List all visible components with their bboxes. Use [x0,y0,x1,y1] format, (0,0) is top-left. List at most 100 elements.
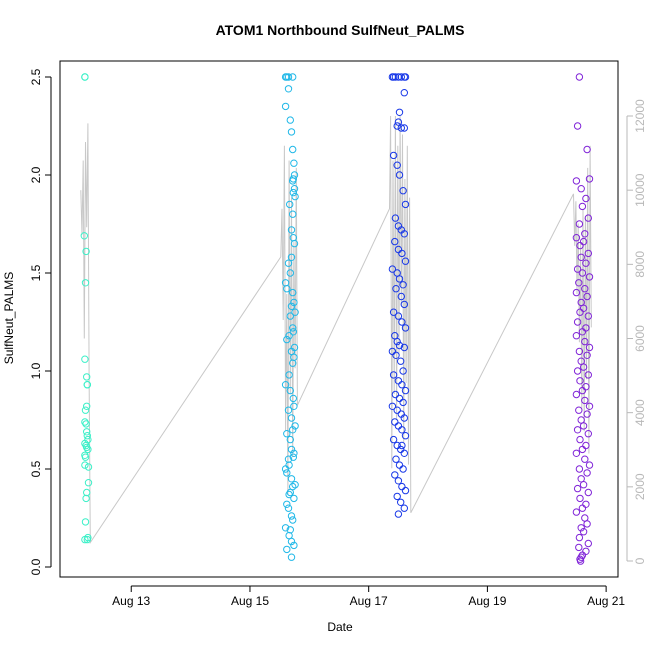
data-point [573,318,582,326]
data-point [398,249,406,258]
data-point [290,541,298,550]
data-point [584,249,592,258]
data-point [585,461,594,469]
data-point [289,188,297,197]
data-point [398,441,406,450]
data-point [581,337,589,346]
data-point [581,230,589,238]
data-point [392,351,400,359]
data-point [281,102,290,111]
data-point [391,471,399,479]
data-point [575,406,583,414]
data-point [395,275,404,283]
data-point [286,386,294,395]
axes-layer: 0.0 0.5 1.0 1.5 2.0 2.5 Aug 13 Aug 15 Aug 17 Aug … [29,60,647,608]
data-point [576,557,585,565]
data-point [289,177,297,185]
data-point [398,426,406,434]
data-point [287,445,296,454]
data-point [81,418,89,426]
data-point [583,469,591,477]
data-point [579,422,588,430]
data-point [392,285,400,293]
data-point [572,234,581,242]
data-point [584,539,592,548]
x-tick-label: Aug 21 [587,594,625,608]
data-point [389,308,398,316]
data-point [391,237,399,246]
data-point [284,504,293,512]
data-point [400,414,408,422]
data-point [578,269,587,277]
data-point [286,116,294,124]
data-point [289,453,297,461]
data-point [392,455,400,463]
data-point [395,171,404,179]
data-point [584,430,592,438]
y2-tick-label: 0 [633,557,647,564]
data-point [400,89,408,97]
data-point [578,445,587,454]
data-point [575,220,584,228]
data-point [573,122,582,130]
data-point [579,363,588,371]
data-point [582,259,590,267]
data-point [290,402,298,410]
data-point [576,377,584,385]
data-point [82,494,90,503]
data-point [585,343,594,352]
data-point [576,435,584,444]
data-point [284,85,293,93]
data-point [81,461,89,469]
data-point [289,145,297,154]
data-point [81,355,89,363]
series-1 [80,73,93,544]
data-point [287,302,296,310]
x-tick-label: Aug 13 [112,594,150,608]
y2-tick-label: 10000 [633,173,647,207]
data-point [285,490,293,499]
data-point [573,484,582,493]
data-point [80,232,89,240]
data-point [578,328,587,336]
data-point [285,332,293,340]
data-point [579,481,588,489]
data-point [395,108,404,117]
data-point [399,398,407,407]
data-point [82,420,90,428]
data-point [576,308,584,316]
data-point [398,381,406,389]
chart-title: ATOM1 Northbound SulfNeut_PALMS [216,22,465,38]
y-tick-label: 0.0 [29,558,43,575]
data-point [287,414,296,422]
data-point [397,357,405,365]
data-point [289,426,297,434]
data-point [81,406,90,414]
data-point [81,518,90,526]
y2-tick-label: 6000 [633,325,647,352]
data-point [81,439,89,448]
series-3 [388,73,410,518]
data-point [289,516,297,524]
data-point [290,185,299,193]
data-point [572,177,581,185]
data-point [400,449,408,457]
data-point [81,535,89,544]
data-point [584,488,592,497]
data-point [393,337,401,346]
data-point [575,543,583,552]
data-point [81,279,90,287]
data-point [281,465,290,473]
y-tick-label: 2.0 [29,166,43,183]
data-point [401,73,410,81]
data-point [83,373,91,381]
data-point [584,371,592,379]
data-point [394,477,403,485]
data-point [84,479,93,487]
data-point [401,257,410,265]
y2-tick-label: 2000 [633,473,647,500]
data-point [572,288,581,297]
data-point [290,494,298,503]
y-tick-label: 0.5 [29,460,43,477]
